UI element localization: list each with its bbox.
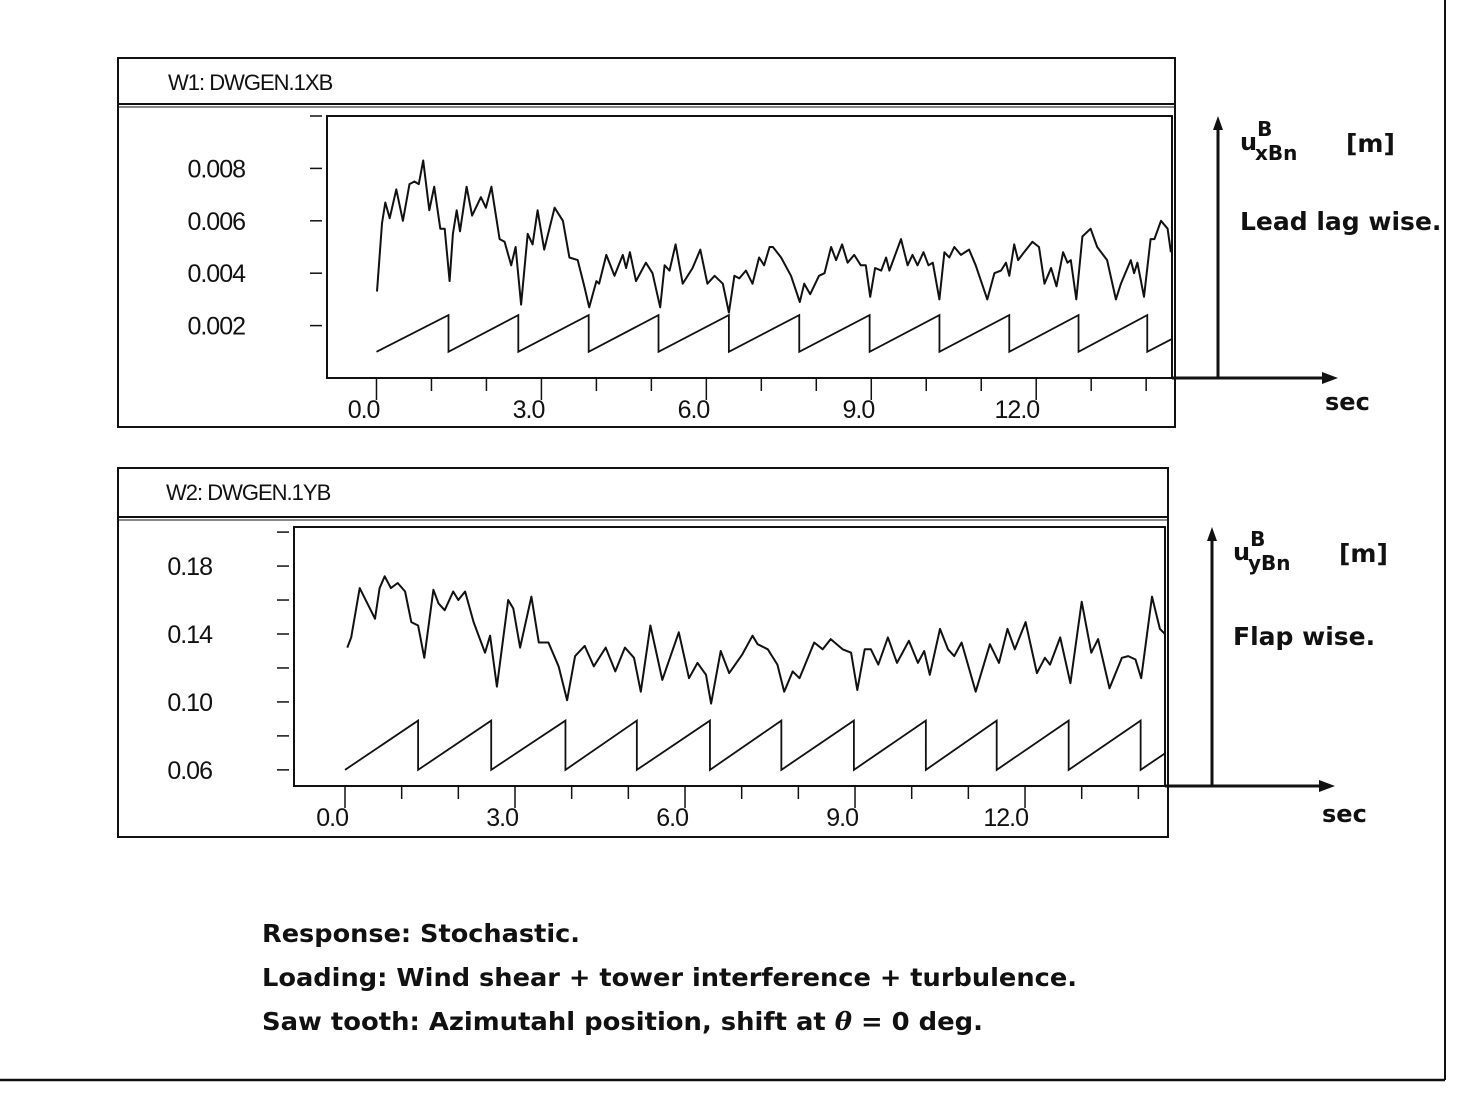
x-tick-label: 3.0 xyxy=(513,396,545,424)
y-tick-label: 0.004 xyxy=(187,260,246,288)
y-axis-subscript: xBn xyxy=(1255,141,1297,165)
y-axis-symbol: u xyxy=(1233,538,1250,566)
azimuth-sawtooth-line xyxy=(376,313,1173,354)
direction-annotation: Lead lag wise. xyxy=(1240,207,1441,236)
caption-line-sawtooth: Saw tooth: Azimutahl position, shift at … xyxy=(262,1007,983,1036)
panel-title: W1: DWGEN.1XB xyxy=(168,70,333,95)
x-axis-label: sec xyxy=(1322,800,1367,828)
x-tick-label: 6.0 xyxy=(656,804,688,832)
caption-sawtooth-value: = 0 deg. xyxy=(852,1007,983,1036)
theta-symbol: θ xyxy=(835,1007,853,1036)
x-tick-label: 3.0 xyxy=(486,804,518,832)
y-axis-superscript: B xyxy=(1250,527,1265,551)
y-axis-superscript: B xyxy=(1257,117,1272,141)
y-axis-label: uB xBn xyxy=(1240,117,1297,165)
x-tick-label: 9.0 xyxy=(826,804,858,832)
time-arrowhead-icon xyxy=(1319,780,1335,792)
response-series-line xyxy=(376,159,1172,314)
x-tick-label: 0.0 xyxy=(316,804,348,832)
panel-frame xyxy=(117,57,1176,428)
y-axis-label: uB yBn xyxy=(1233,527,1291,575)
direction-annotation: Flap wise. xyxy=(1233,622,1375,651)
time-arrowhead-icon xyxy=(1322,372,1338,384)
x-tick-label: 0.0 xyxy=(348,396,380,424)
caption: Response: Stochastic. Loading: Wind shea… xyxy=(262,919,1077,1036)
y-axis-symbol: u xyxy=(1240,128,1257,156)
y-tick-label: 0.14 xyxy=(167,621,213,649)
displacement-arrowhead-icon xyxy=(1213,116,1223,130)
plot-area xyxy=(326,115,1173,379)
x-axis-label: sec xyxy=(1325,388,1370,416)
x-tick-label: 6.0 xyxy=(678,396,710,424)
y-tick-label: 0.18 xyxy=(167,553,212,581)
caption-line-response: Response: Stochastic. xyxy=(262,919,580,948)
caption-sawtooth-text: Saw tooth: Azimutahl position, shift at xyxy=(262,1007,835,1036)
y-axis-unit: [m] xyxy=(1339,539,1388,568)
y-axis-unit: [m] xyxy=(1346,129,1395,158)
y-tick-label: 0.002 xyxy=(187,313,245,341)
y-tick-label: 0.06 xyxy=(167,757,212,785)
y-tick-label: 0.006 xyxy=(187,208,245,236)
panel-frame xyxy=(117,467,1169,838)
caption-line-loading: Loading: Wind shear + tower interference… xyxy=(262,963,1077,992)
response-series-line xyxy=(346,575,1166,705)
panel-title: W2: DWGEN.1YB xyxy=(166,480,331,505)
plot-area xyxy=(293,526,1166,787)
displacement-arrowhead-icon xyxy=(1207,527,1217,541)
y-tick-label: 0.008 xyxy=(187,155,245,183)
x-tick-label: 12.0 xyxy=(995,396,1040,424)
x-tick-label: 9.0 xyxy=(843,396,875,424)
x-tick-label: 12.0 xyxy=(983,804,1028,832)
y-tick-label: 0.10 xyxy=(167,689,212,717)
y-axis-subscript: yBn xyxy=(1248,551,1291,575)
panel-2: W2: DWGEN.1YB 0.06 0.10 0.14 0.18 0.0 3.0 6.0 9.… xyxy=(117,467,1388,838)
panel-1: W1: DWGEN.1XB 0.002 0.004 0.006 0.008 0.0 3.0 6… xyxy=(117,57,1441,428)
azimuth-sawtooth-line xyxy=(344,718,1166,772)
